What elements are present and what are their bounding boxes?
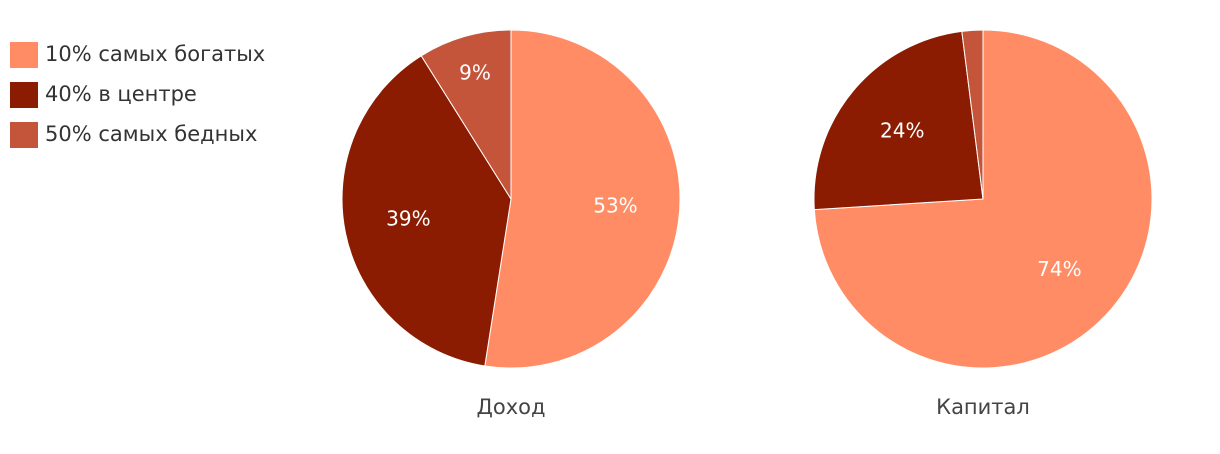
value-label: 74% xyxy=(1037,257,1081,281)
pie-slice xyxy=(341,55,512,367)
legend-swatch xyxy=(10,42,38,68)
pie-caption: Доход xyxy=(476,395,545,419)
value-label: 39% xyxy=(386,207,430,231)
value-label: 53% xyxy=(593,194,637,218)
value-label: 24% xyxy=(880,119,924,143)
pie-slice xyxy=(484,29,681,369)
pie-caption: Капитал xyxy=(936,395,1030,419)
legend-label: 40% в центре xyxy=(45,82,197,106)
legend-swatch xyxy=(10,122,38,148)
value-label: 9% xyxy=(459,60,491,84)
legend-swatch xyxy=(10,82,38,108)
pie-slice xyxy=(420,29,512,201)
pie-slice xyxy=(961,29,984,200)
legend-label: 10% самых богатых xyxy=(45,42,265,66)
legend-label: 50% самых бедных xyxy=(45,122,257,146)
pie-slice xyxy=(813,30,984,211)
